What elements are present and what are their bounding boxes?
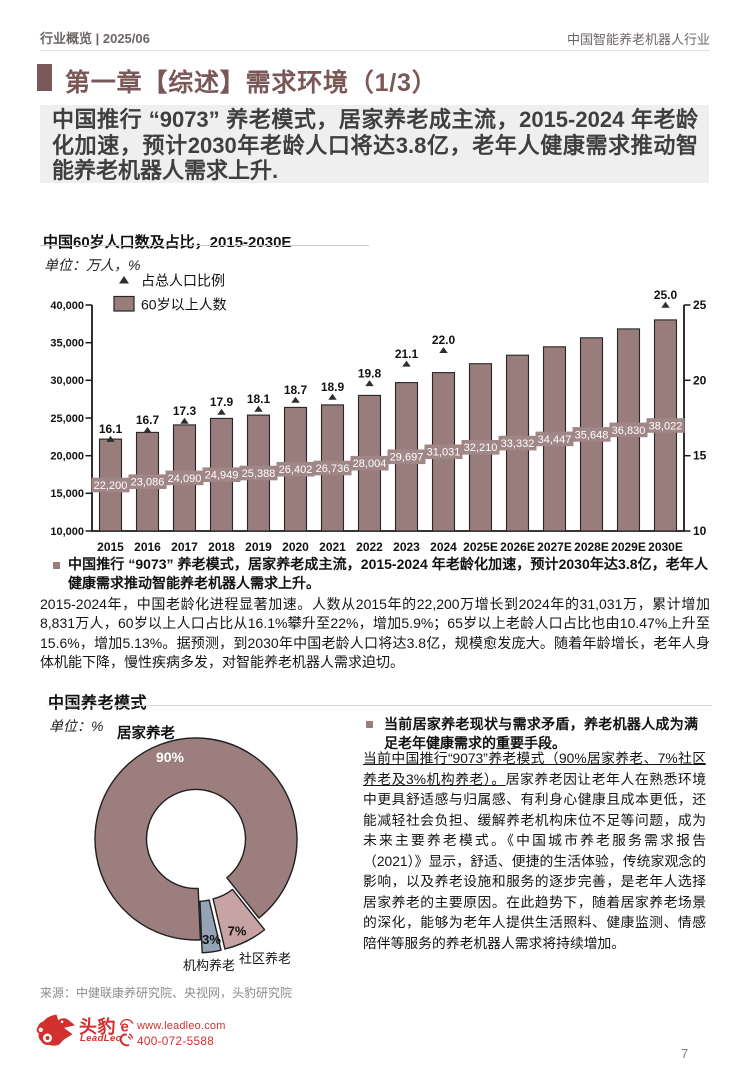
svg-text:2021: 2021 [319, 540, 346, 554]
svg-text:33,332: 33,332 [501, 438, 535, 450]
svg-text:2018: 2018 [208, 540, 235, 554]
svg-text:18.9: 18.9 [321, 380, 345, 394]
svg-text:2020: 2020 [282, 540, 309, 554]
svg-text:60岁以上人数: 60岁以上人数 [141, 297, 227, 313]
svg-text:35,000: 35,000 [50, 338, 84, 350]
svg-text:18.7: 18.7 [284, 383, 308, 397]
svg-text:15,000: 15,000 [50, 488, 84, 500]
svg-text:40,000: 40,000 [50, 300, 84, 312]
svg-text:2022: 2022 [356, 540, 383, 554]
svg-text:e: e [121, 1019, 129, 1035]
svg-text:22,200: 22,200 [94, 480, 128, 492]
svg-text:26,402: 26,402 [279, 464, 313, 476]
svg-text:31,031: 31,031 [427, 447, 461, 459]
svg-text:2030E: 2030E [648, 540, 683, 554]
svg-text:15: 15 [693, 449, 707, 463]
svg-text:32,210: 32,210 [464, 442, 498, 454]
svg-text:36,830: 36,830 [612, 425, 646, 437]
svg-text:2025E: 2025E [463, 540, 498, 554]
svg-text:2027E: 2027E [537, 540, 572, 554]
svg-text:2015: 2015 [97, 540, 124, 554]
svg-text:7%: 7% [228, 924, 247, 939]
svg-text:25,000: 25,000 [50, 413, 84, 425]
svg-text:18.1: 18.1 [247, 392, 271, 406]
svg-text:16.7: 16.7 [136, 413, 160, 427]
svg-text:2024: 2024 [430, 540, 457, 554]
svg-text:2028E: 2028E [574, 540, 609, 554]
svg-text:30,000: 30,000 [50, 375, 84, 387]
svg-text:24,949: 24,949 [205, 470, 239, 482]
svg-text:10: 10 [693, 524, 707, 538]
svg-text:17.9: 17.9 [210, 395, 234, 409]
svg-text:22.0: 22.0 [432, 333, 456, 347]
svg-text:2026E: 2026E [500, 540, 535, 554]
svg-text:16.1: 16.1 [99, 422, 123, 436]
svg-text:17.3: 17.3 [173, 404, 197, 418]
svg-text:35,648: 35,648 [575, 429, 609, 441]
svg-text:90%: 90% [156, 749, 185, 765]
svg-text:3%: 3% [202, 932, 221, 947]
svg-text:10,000: 10,000 [50, 526, 84, 538]
svg-text:20,000: 20,000 [50, 451, 84, 463]
svg-text:占总人口比例: 占总人口比例 [141, 273, 225, 289]
svg-text:19.8: 19.8 [358, 366, 382, 380]
svg-text:29,697: 29,697 [390, 452, 424, 464]
svg-text:34,447: 34,447 [538, 434, 572, 446]
svg-text:20: 20 [693, 373, 707, 387]
svg-text:25.0: 25.0 [654, 288, 678, 302]
svg-text:24,090: 24,090 [168, 473, 202, 485]
svg-text:23,086: 23,086 [131, 477, 165, 489]
svg-text:2016: 2016 [134, 540, 161, 554]
svg-text:2023: 2023 [393, 540, 420, 554]
svg-text:26,736: 26,736 [316, 463, 350, 475]
svg-text:2017: 2017 [171, 540, 198, 554]
svg-text:25: 25 [693, 298, 707, 312]
svg-text:25,388: 25,388 [242, 468, 276, 480]
svg-text:28,004: 28,004 [353, 458, 387, 470]
svg-text:2019: 2019 [245, 540, 272, 554]
svg-text:38,022: 38,022 [649, 420, 683, 432]
svg-text:21.1: 21.1 [395, 347, 419, 361]
svg-text:2029E: 2029E [611, 540, 646, 554]
